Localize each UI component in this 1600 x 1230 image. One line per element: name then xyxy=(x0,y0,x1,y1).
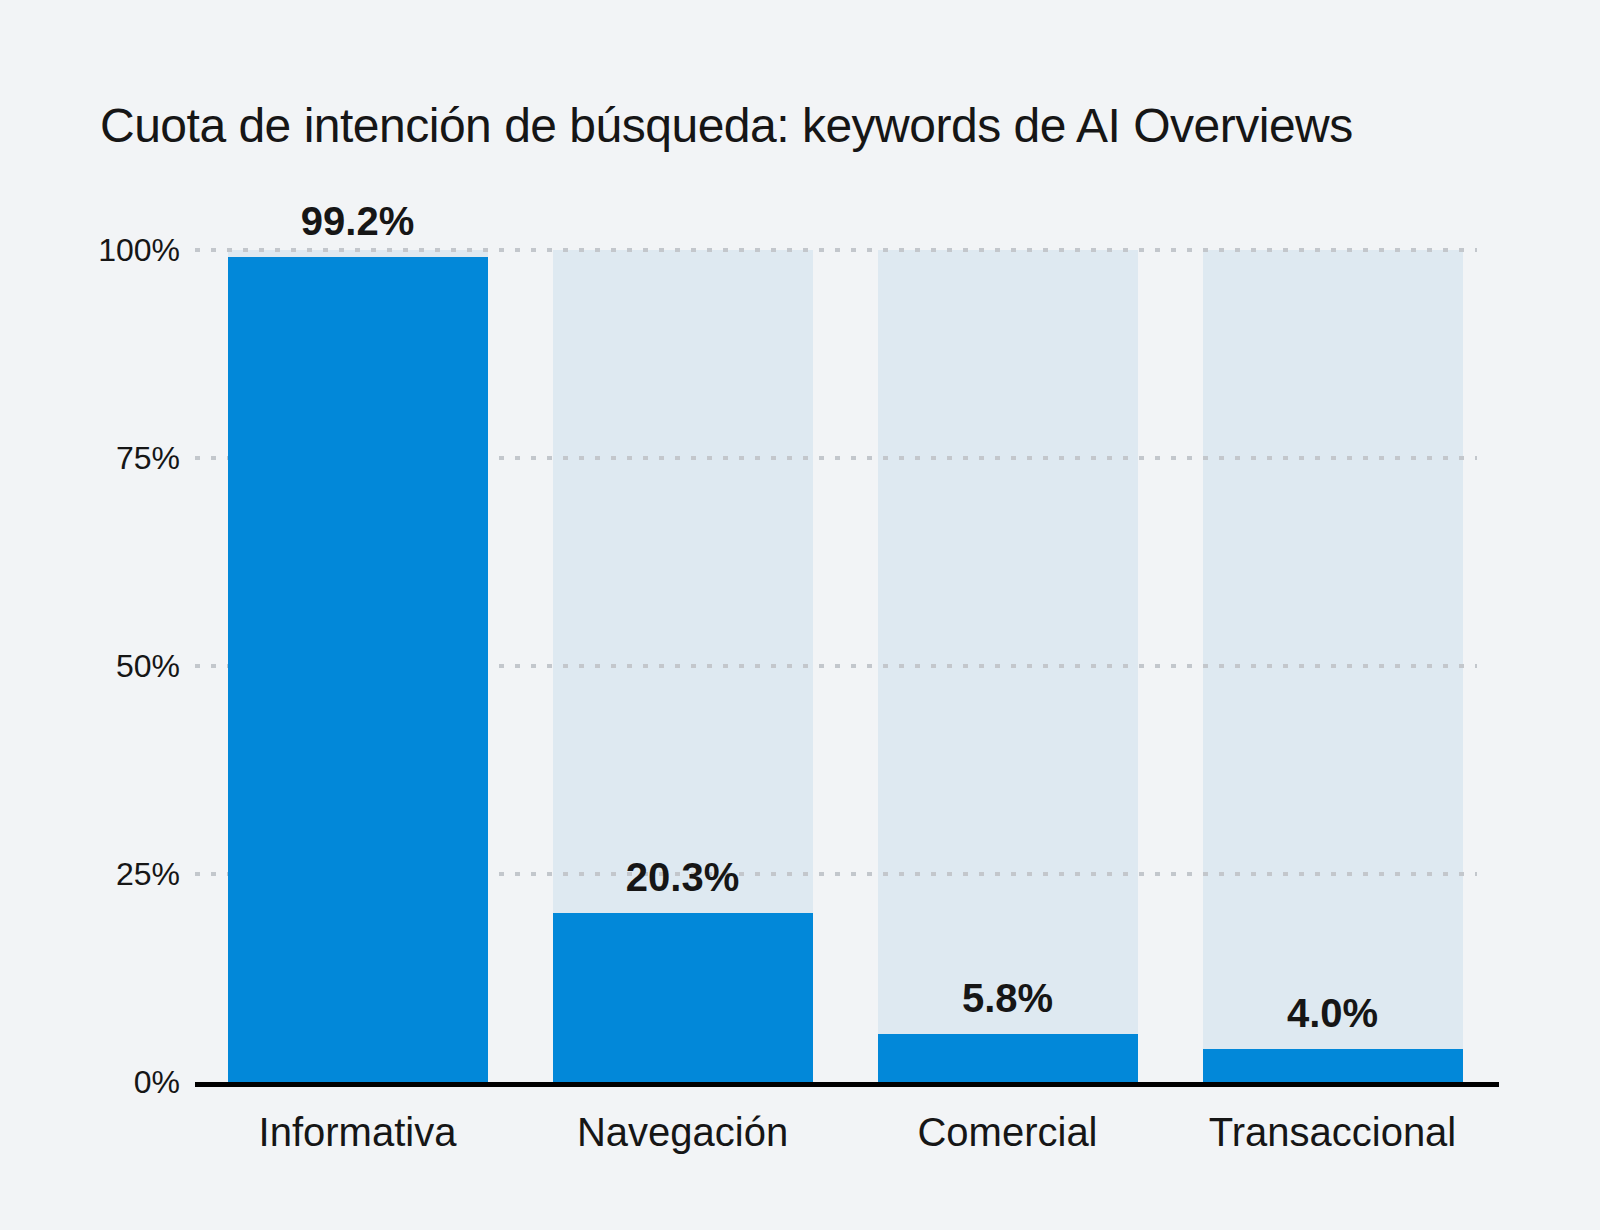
y-axis-tick-label-100pct: 100% xyxy=(50,230,180,270)
y-axis-tick-label-0pct: 0% xyxy=(50,1062,180,1102)
bar xyxy=(1203,1049,1463,1082)
chart-canvas: Cuota de intención de búsqueda: keywords… xyxy=(0,0,1600,1230)
bar-value-label: 4.0% xyxy=(1170,991,1495,1035)
x-axis-category-label: Transaccional xyxy=(1170,1109,1495,1155)
bar-group: 99.2% Informativa xyxy=(195,250,520,1082)
bar-value-label: 20.3% xyxy=(520,855,845,899)
bar xyxy=(553,913,813,1082)
y-axis-tick-label-75pct: 75% xyxy=(50,438,180,478)
chart-title: Cuota de intención de búsqueda: keywords… xyxy=(100,98,1353,153)
x-axis-category-label: Navegación xyxy=(520,1109,845,1155)
bar-value-label: 99.2% xyxy=(195,199,520,243)
plot-area: 99.2% Informativa 20.3% Navegación 5.8% … xyxy=(195,250,1495,1082)
x-axis-category-label: Informativa xyxy=(195,1109,520,1155)
x-axis-category-label: Comercial xyxy=(845,1109,1170,1155)
x-axis-baseline xyxy=(195,1082,1499,1087)
bar xyxy=(878,1034,1138,1082)
gridline-100pct xyxy=(195,248,1477,252)
bar xyxy=(228,257,488,1082)
y-axis-tick-label-50pct: 50% xyxy=(50,646,180,686)
y-axis-tick-label-25pct: 25% xyxy=(50,854,180,894)
bar-value-label: 5.8% xyxy=(845,976,1170,1020)
